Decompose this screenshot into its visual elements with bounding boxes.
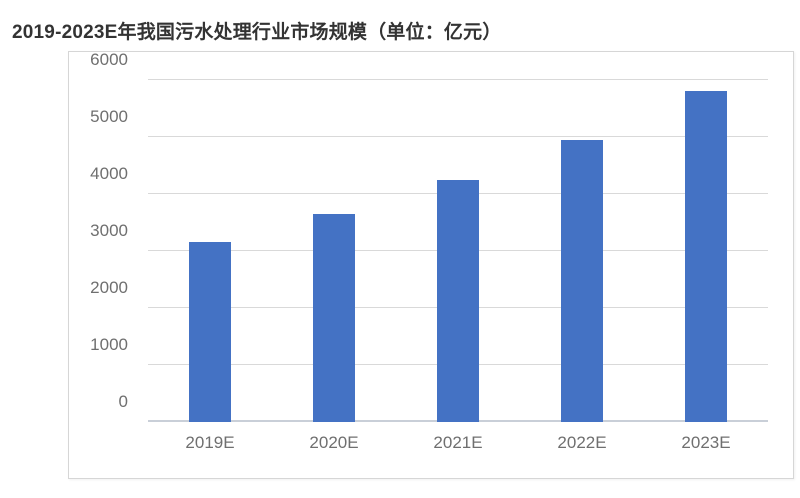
gridlines xyxy=(148,79,768,422)
x-tick-label: 2023E xyxy=(681,433,731,452)
y-tick-label: 6000 xyxy=(90,50,128,69)
x-tick-label: 2020E xyxy=(309,433,359,452)
gridline xyxy=(148,250,768,251)
y-tick-label: 0 xyxy=(118,392,128,411)
chart-title: 2019-2023E年我国污水处理行业市场规模（单位：亿元） xyxy=(12,22,502,43)
y-tick-label: 3000 xyxy=(90,221,128,240)
x-tick-label: 2019E xyxy=(185,433,235,452)
bar-2020E xyxy=(313,213,355,422)
y-axis-labels: 0 1000 2000 3000 4000 5000 6000 xyxy=(69,50,128,422)
gridline xyxy=(148,307,768,308)
x-axis-line xyxy=(148,420,768,422)
plot-area xyxy=(148,79,768,422)
chart-frame: 0 1000 2000 3000 4000 5000 6000 2019E 2020E 2021… xyxy=(68,50,794,479)
y-tick-label: 5000 xyxy=(90,107,128,126)
y-tick-label: 1000 xyxy=(90,335,128,354)
y-tick-label: 4000 xyxy=(90,164,128,183)
bar-2022E xyxy=(561,139,603,422)
x-tick-label: 2021E xyxy=(433,433,483,452)
bars-container xyxy=(148,80,768,422)
gridline xyxy=(148,79,768,80)
bar-2019E xyxy=(189,242,231,422)
bar-2021E xyxy=(437,179,479,422)
y-tick-label: 2000 xyxy=(90,278,128,297)
bar-2023E xyxy=(685,91,727,422)
x-tick-label: 2022E xyxy=(557,433,607,452)
gridline xyxy=(148,136,768,137)
gridline xyxy=(148,364,768,365)
gridline xyxy=(148,193,768,194)
